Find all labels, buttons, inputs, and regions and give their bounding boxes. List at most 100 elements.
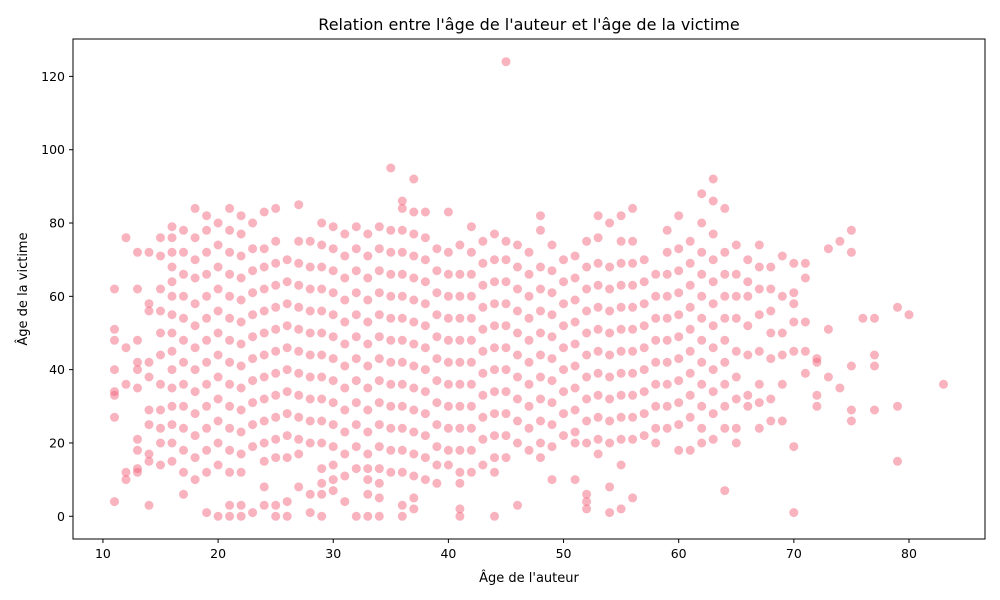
data-point [432,478,442,488]
data-point [708,299,718,309]
data-point [351,420,361,430]
data-point [248,508,258,518]
data-point [351,354,361,364]
data-point [271,324,281,334]
data-point [259,438,269,448]
data-point [167,438,177,448]
data-point [708,229,718,239]
data-point [593,324,603,334]
data-point [167,222,177,232]
data-point [536,328,545,338]
data-point [443,291,453,301]
data-point [547,332,557,342]
data-point [616,504,626,514]
data-point [156,284,165,294]
data-point [202,357,212,367]
data-point [708,321,718,331]
data-point [490,343,499,353]
data-point [409,317,419,327]
data-point [190,299,200,309]
data-point [386,467,396,477]
data-point [777,251,787,261]
data-point [478,346,488,356]
data-point [628,203,638,213]
data-point [328,475,338,485]
data-point [582,394,592,404]
data-point [547,354,557,364]
data-point [443,445,453,455]
data-point [340,497,350,507]
data-point [190,475,200,485]
data-point [213,438,223,448]
data-point [190,387,200,397]
data-point [179,489,188,499]
data-point [743,291,753,301]
data-point [351,310,361,320]
data-point [248,266,258,276]
data-point [674,398,684,408]
data-point [179,401,188,411]
data-point [697,335,707,345]
data-point [190,365,200,375]
data-point [582,262,592,272]
data-point [432,244,442,254]
data-point [524,401,534,411]
data-point [225,225,235,235]
data-point [708,196,718,206]
data-point [605,350,615,360]
data-point [236,273,246,283]
data-point [121,233,131,243]
data-point [731,291,741,301]
data-point [133,357,142,367]
data-point [616,412,626,422]
data-point [225,357,235,367]
data-point [547,475,557,485]
data-point [305,236,315,246]
plot-frame [72,38,986,540]
data-point [501,453,511,463]
data-point [651,269,661,279]
data-point [202,335,212,345]
data-point [202,269,212,279]
data-point [213,262,223,272]
data-point [524,247,534,257]
data-point [110,365,119,375]
data-point [616,434,626,444]
y-tick-label: 20 [49,435,65,450]
data-point [328,420,338,430]
data-point [236,317,246,327]
data-point [513,350,522,360]
data-point [559,321,568,331]
data-point [743,350,753,360]
data-point [616,236,626,246]
data-point [259,482,269,492]
data-point [225,379,235,389]
data-point [121,467,131,477]
data-point [409,449,419,459]
data-point [282,453,292,463]
data-point [628,302,638,312]
data-point [570,251,580,261]
data-point [156,251,165,261]
data-point [662,357,672,367]
data-point [236,295,246,305]
data-point [432,460,442,470]
data-point [593,233,603,243]
x-axis-label: Âge de l'auteur [479,570,579,586]
data-point [351,442,361,452]
data-point [466,445,476,455]
data-point [248,354,258,364]
data-point [697,357,707,367]
data-point [513,262,522,272]
data-point [121,379,131,389]
data-point [651,357,661,367]
y-tick-label: 120 [41,69,65,84]
data-point [616,324,626,334]
data-point [605,218,615,228]
data-point [490,255,499,265]
data-point [179,357,188,367]
data-point [674,211,684,221]
data-point [213,372,223,382]
data-point [202,445,212,455]
data-point [593,302,603,312]
